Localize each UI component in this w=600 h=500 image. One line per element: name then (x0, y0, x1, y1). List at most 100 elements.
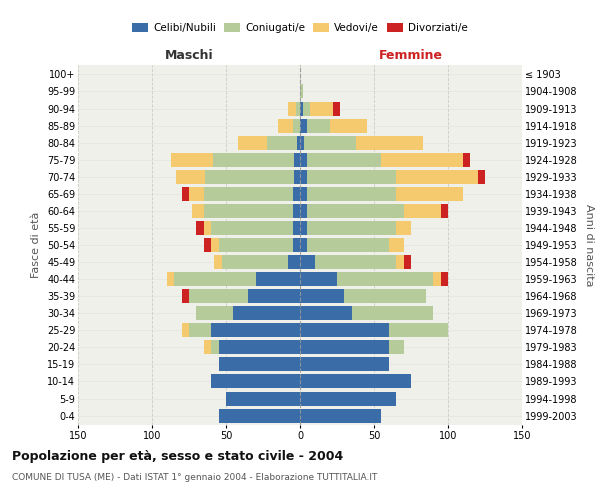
Bar (310, 102, 332, 116)
Bar (382, 152, 463, 166)
Bar (396, 170, 478, 183)
Bar (389, 238, 404, 252)
Bar (248, 289, 300, 303)
Bar (396, 255, 404, 269)
Bar (396, 187, 463, 201)
Bar (440, 272, 448, 286)
Bar (307, 152, 382, 166)
Bar (293, 238, 300, 252)
Bar (404, 255, 411, 269)
Bar (344, 289, 426, 303)
Bar (218, 358, 300, 372)
Bar (204, 340, 211, 354)
Bar (300, 152, 307, 166)
Bar (307, 118, 329, 132)
Bar (300, 392, 396, 406)
Bar (337, 272, 433, 286)
Bar (300, 170, 307, 183)
Bar (288, 255, 300, 269)
Bar (189, 324, 211, 338)
Bar (300, 374, 411, 388)
Y-axis label: Anni di nascita: Anni di nascita (584, 204, 594, 286)
Bar (300, 84, 303, 98)
Bar (171, 152, 212, 166)
Legend: Celibi/Nubili, Coniugati/e, Vedovi/e, Divorziati/e: Celibi/Nubili, Coniugati/e, Vedovi/e, Di… (129, 20, 471, 36)
Bar (307, 170, 396, 183)
Bar (182, 187, 189, 201)
Bar (356, 136, 423, 149)
Bar (293, 118, 300, 132)
Bar (189, 187, 204, 201)
Bar (440, 204, 448, 218)
Bar (211, 238, 218, 252)
Bar (293, 204, 300, 218)
Text: Femmine: Femmine (379, 50, 443, 62)
Bar (297, 136, 300, 149)
Bar (204, 221, 211, 235)
Text: Popolazione per età, sesso e stato civile - 2004: Popolazione per età, sesso e stato civil… (12, 450, 343, 463)
Bar (307, 221, 396, 235)
Bar (307, 187, 396, 201)
Bar (204, 187, 293, 201)
Bar (300, 118, 307, 132)
Bar (288, 102, 296, 116)
Bar (389, 324, 448, 338)
Bar (396, 221, 411, 235)
Bar (211, 324, 300, 338)
Bar (304, 136, 356, 149)
Bar (294, 170, 300, 183)
Bar (300, 408, 382, 422)
Bar (300, 324, 389, 338)
Bar (303, 102, 310, 116)
Bar (214, 255, 221, 269)
Bar (315, 255, 396, 269)
Bar (218, 340, 300, 354)
Bar (389, 340, 404, 354)
Bar (300, 289, 344, 303)
Bar (300, 255, 315, 269)
Bar (478, 170, 485, 183)
Bar (278, 118, 293, 132)
Bar (352, 306, 433, 320)
Bar (300, 358, 389, 372)
Bar (300, 221, 307, 235)
Bar (300, 272, 337, 286)
Bar (212, 152, 294, 166)
Bar (300, 238, 307, 252)
Bar (221, 255, 288, 269)
Bar (174, 272, 256, 286)
Bar (218, 238, 293, 252)
Bar (233, 306, 300, 320)
Text: COMUNE DI TUSA (ME) - Dati ISTAT 1° gennaio 2004 - Elaborazione TUTTITALIA.IT: COMUNE DI TUSA (ME) - Dati ISTAT 1° genn… (12, 472, 377, 482)
Bar (293, 187, 300, 201)
Bar (238, 136, 268, 149)
Bar (300, 136, 304, 149)
Bar (404, 204, 440, 218)
Bar (256, 272, 300, 286)
Bar (329, 118, 367, 132)
Bar (294, 152, 300, 166)
Bar (300, 187, 307, 201)
Bar (332, 102, 340, 116)
Bar (300, 204, 307, 218)
Bar (167, 272, 174, 286)
Bar (463, 152, 470, 166)
Bar (182, 324, 189, 338)
Bar (211, 340, 218, 354)
Bar (307, 204, 404, 218)
Bar (176, 170, 205, 183)
Bar (218, 408, 300, 422)
Text: Maschi: Maschi (164, 50, 214, 62)
Bar (204, 238, 211, 252)
Bar (182, 289, 189, 303)
Bar (211, 374, 300, 388)
Bar (189, 289, 248, 303)
Bar (307, 238, 389, 252)
Bar (433, 272, 440, 286)
Bar (196, 221, 204, 235)
Bar (205, 170, 294, 183)
Bar (196, 306, 233, 320)
Bar (204, 204, 293, 218)
Bar (268, 136, 297, 149)
Bar (226, 392, 300, 406)
